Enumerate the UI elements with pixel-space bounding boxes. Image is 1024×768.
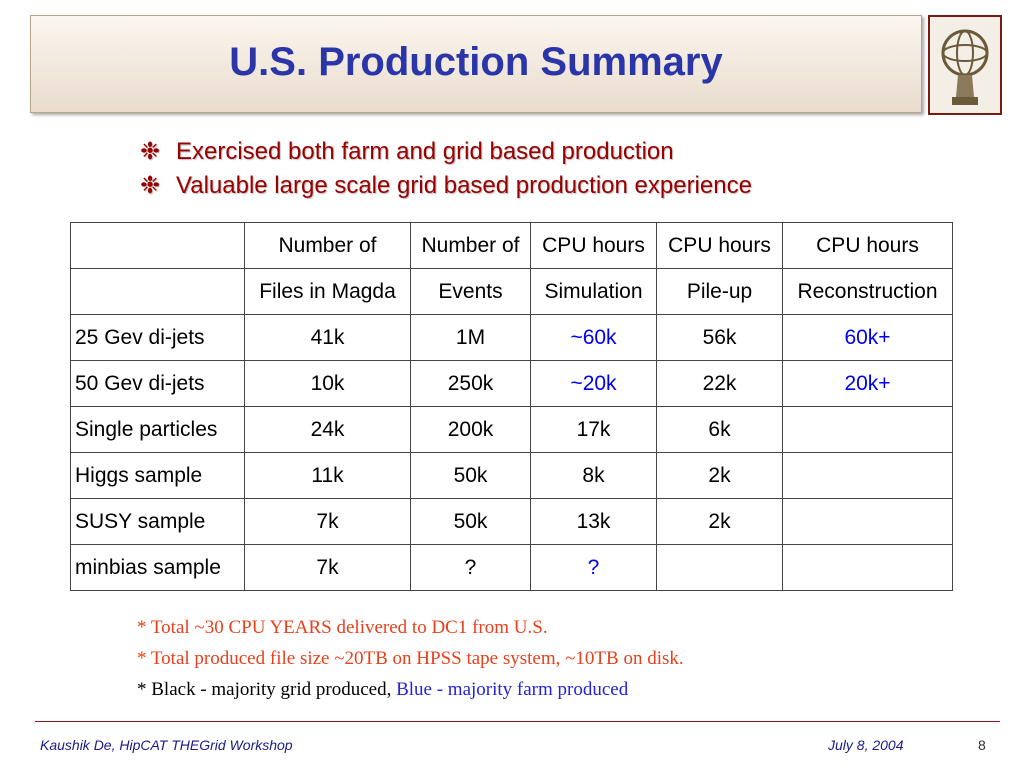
empty-cell xyxy=(782,406,953,453)
row-label: Single particles xyxy=(70,406,245,453)
note: * Black - majority grid produced, Blue -… xyxy=(137,679,628,701)
bullet-text: Valuable large scale grid based producti… xyxy=(176,172,752,199)
page-number: 8 xyxy=(978,737,986,753)
note: * Total ~30 CPU YEARS delivered to DC1 f… xyxy=(137,617,548,639)
table-cell: 250k xyxy=(410,360,531,407)
title-banner: U.S. Production Summary xyxy=(30,15,922,113)
empty-cell xyxy=(782,452,953,499)
header-cell: CPU hours xyxy=(656,222,783,269)
header-cell: Files in Magda xyxy=(244,268,411,315)
row-label: minbias sample xyxy=(70,544,245,591)
table-cell: 50k xyxy=(410,498,531,545)
table-row: Higgs sample 11k 50k 8k 2k xyxy=(70,452,953,499)
row-label: SUSY sample xyxy=(70,498,245,545)
table-row: SUSY sample 7k 50k 13k 2k xyxy=(70,498,953,545)
header-cell: CPU hours xyxy=(530,222,657,269)
table-cell: 20k+ xyxy=(782,360,953,407)
header-cell: Number of xyxy=(244,222,411,269)
table-cell: 2k xyxy=(656,498,783,545)
table-cell: 50k xyxy=(410,452,531,499)
footer-rule xyxy=(35,721,1000,722)
header-cell: Simulation xyxy=(530,268,657,315)
table-cell: 6k xyxy=(656,406,783,453)
bullet-text: Exercised both farm and grid based produ… xyxy=(176,138,674,165)
table-cell: 13k xyxy=(530,498,657,545)
note-text: * Black - majority grid produced, xyxy=(137,679,397,700)
header-cell: Events xyxy=(410,268,531,315)
header-row: Number of Number of CPU hours CPU hours CPU … xyxy=(70,222,953,269)
bullet: ❉ Valuable large scale grid based product… xyxy=(140,172,752,199)
production-table: Number of Number of CPU hours CPU hours CPU … xyxy=(70,222,953,591)
table-cell: ~20k xyxy=(530,360,657,407)
table-cell: 8k xyxy=(530,452,657,499)
empty-cell xyxy=(782,498,953,545)
empty-cell xyxy=(782,544,953,591)
row-label: Higgs sample xyxy=(70,452,245,499)
table-cell: 7k xyxy=(244,498,411,545)
header-cell: Reconstruction xyxy=(782,268,953,315)
table-cell: 24k xyxy=(244,406,411,453)
note-text: Blue - majority farm produced xyxy=(396,679,629,700)
header-cell xyxy=(70,222,245,269)
header-cell: Number of xyxy=(410,222,531,269)
footer-author: Kaushik De, HipCAT THEGrid Workshop xyxy=(40,737,293,753)
note-text: * Total produced file size ~20TB on HPSS… xyxy=(137,648,684,669)
header-cell: Pile-up xyxy=(656,268,783,315)
empty-cell xyxy=(656,544,783,591)
table-cell: 22k xyxy=(656,360,783,407)
logo-figure xyxy=(941,29,989,105)
logo xyxy=(928,15,1002,115)
table-cell: 10k xyxy=(244,360,411,407)
table-row: Single particles 24k 200k 17k 6k xyxy=(70,406,953,453)
header-row: Files in Magda Events Simulation Pile-up Rec… xyxy=(70,268,953,315)
table-cell: 60k+ xyxy=(782,314,953,361)
table-cell: 7k xyxy=(244,544,411,591)
bullet: ❉ Exercised both farm and grid based prod… xyxy=(140,138,674,165)
table-cell: 41k xyxy=(244,314,411,361)
note: * Total produced file size ~20TB on HPSS… xyxy=(137,648,684,670)
table-cell: 1M xyxy=(410,314,531,361)
table-cell: ~60k xyxy=(530,314,657,361)
header-cell xyxy=(70,268,245,315)
table-row: minbias sample 7k?? xyxy=(70,544,953,591)
footer-date: July 8, 2004 xyxy=(828,737,904,753)
table-cell: 2k xyxy=(656,452,783,499)
table-cell: ? xyxy=(530,544,657,591)
row-label: 50 Gev di-jets xyxy=(70,360,245,407)
title: U.S. Production Summary xyxy=(229,40,723,84)
table-cell: ? xyxy=(410,544,531,591)
table-row: 25 Gev di-jets 41k 1M ~60k 56k 60k+ xyxy=(70,314,953,361)
table-cell: 56k xyxy=(656,314,783,361)
header-cell: CPU hours xyxy=(782,222,953,269)
table-row: 50 Gev di-jets 10k 250k ~20k 22k 20k+ xyxy=(70,360,953,407)
note-text: * Total ~30 CPU YEARS delivered to DC1 f… xyxy=(137,617,548,638)
table-cell: 11k xyxy=(244,452,411,499)
table-cell: 200k xyxy=(410,406,531,453)
table-cell: 17k xyxy=(530,406,657,453)
row-label: 25 Gev di-jets xyxy=(70,314,245,361)
